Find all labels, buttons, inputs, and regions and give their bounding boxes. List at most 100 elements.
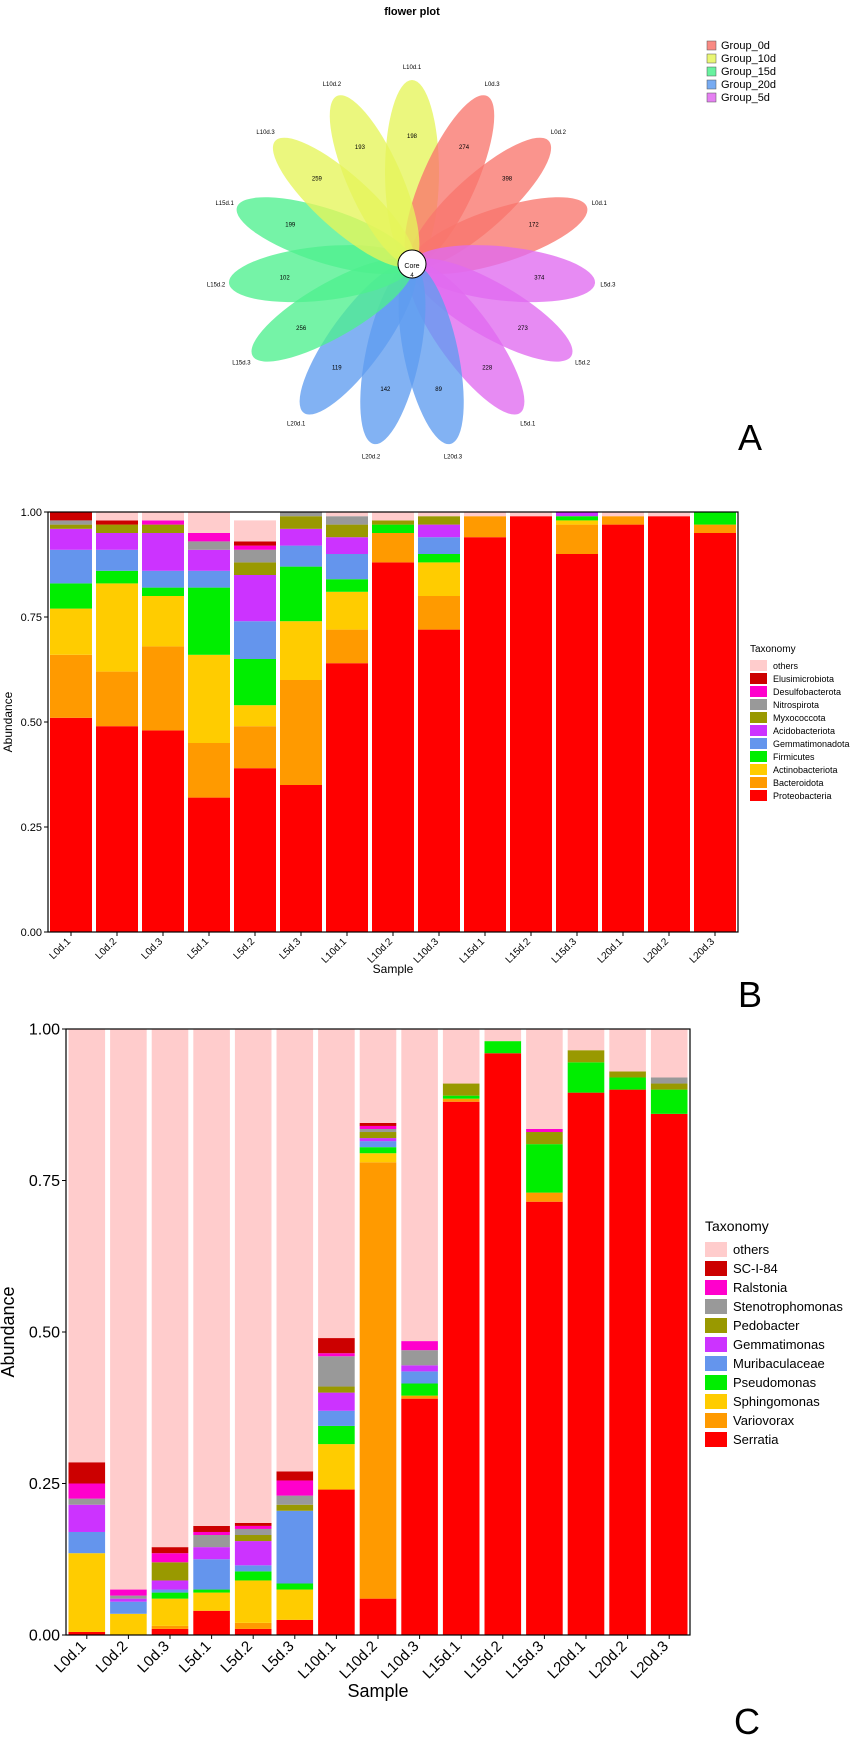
x-tick-label-l10d-1: L10d.1 — [320, 936, 350, 966]
legend-entry-pedobacter: Pedobacter — [733, 1318, 800, 1333]
bar-l0d-2-myxococcota — [96, 524, 138, 533]
legend-key-stenotrophomonas — [705, 1299, 727, 1314]
x-tick-label-l0d-3: L0d.3 — [140, 936, 166, 962]
bar-l20d-3-stenotrophomonas — [650, 1077, 688, 1084]
legend-key-gemmatimonas — [705, 1337, 727, 1352]
petal-value-l20d-3: 89 — [435, 387, 442, 393]
bar-l15d-3-ralstonia — [526, 1128, 563, 1133]
bar-l5d-3-nitrospirota — [280, 512, 322, 517]
legend-key-pseudomonas — [705, 1375, 727, 1390]
bar-l20d-1-serratia — [567, 1092, 605, 1635]
bar-l20d-3-firmicutes — [694, 512, 736, 525]
bar-l5d-2-bacteroidota — [234, 726, 276, 769]
bar-l5d-3-actinobacteriota — [280, 621, 322, 680]
x-tick-label-l15d-2: L15d.2 — [504, 936, 534, 966]
bar-l0d-2-stenotrophomonas — [110, 1595, 147, 1599]
bar-l20d-1-bacteroidota — [602, 516, 644, 525]
bar-l0d-3-bacteroidota — [142, 646, 184, 731]
legend-entry-group-15d: Group_15d — [721, 66, 776, 78]
bar-l0d-3-gemmatimonas — [151, 1580, 189, 1590]
bar-l20d-2-others — [648, 512, 690, 517]
bar-l15d-3-firmicutes — [556, 516, 598, 521]
x-tick-label-l15d-3: L15d.3 — [550, 936, 580, 966]
bar-l10d-3-bacteroidota — [418, 596, 460, 630]
bar-l0d-2-acidobacteriota — [96, 533, 138, 550]
x-tick-label-l0d-1: L0d.1 — [48, 936, 74, 962]
bar-l5d-1-stenotrophomonas — [193, 1535, 230, 1548]
bar-l5d-2-variovorax — [234, 1622, 272, 1629]
flower-petal-values: 198 274 398 172 374 273 228 89 142 119 256 102 199 25… — [280, 134, 545, 393]
bar-l5d-1-desulfobacterota — [188, 533, 230, 542]
bar-l10d-2-sphingomonas — [359, 1153, 397, 1163]
legend-entry-sc-i-84: SC-I-84 — [733, 1261, 778, 1276]
legend-key-acidobacteriota — [750, 725, 767, 736]
bar-l0d-1-muribaculaceae — [68, 1531, 106, 1554]
bar-l15d-1-proteobacteria — [464, 537, 506, 932]
bar-l5d-3-bacteroidota — [280, 680, 322, 785]
bar-l5d-1-actinobacteriota — [188, 654, 230, 743]
bar-l5d-3-pedobacter — [276, 1504, 314, 1511]
bar-l0d-3-pedobacter — [151, 1562, 189, 1581]
petal-value-l20d-2: 142 — [380, 387, 391, 393]
y-tick-label-0-50: 0.50 — [21, 717, 42, 729]
legend-entry-acidobacteriota: Acidobacteriota — [773, 726, 835, 736]
bar-l5d-2-others — [234, 1029, 272, 1523]
x-tick-label-l10d-3: L10d.3 — [412, 936, 442, 966]
panel-label-c: C — [734, 1701, 760, 1740]
bar-l10d-2-proteobacteria — [372, 562, 414, 932]
bar-l5d-2-pedobacter — [234, 1535, 272, 1542]
x-tick-label-l20d-3: L20d.3 — [688, 936, 718, 966]
bar-l0d-1-nitrospirota — [50, 520, 92, 525]
bar-l10d-3-stenotrophomonas — [401, 1350, 438, 1366]
bar-l0d-1-ralstonia — [68, 1483, 106, 1499]
bar-l5d-3-acidobacteriota — [280, 528, 322, 546]
bar-l20d-2-pedobacter — [609, 1071, 646, 1078]
legend-entry-myxococcota: Myxococcota — [773, 713, 826, 723]
petal-value-l5d-1: 228 — [482, 366, 493, 372]
bar-l0d-1-firmicutes — [50, 583, 92, 609]
flower-core — [397, 249, 427, 279]
bar-l10d-2-gemmatimonas — [359, 1138, 397, 1142]
x-tick-label-l20d-1: L20d.1 — [596, 936, 626, 966]
bar-l5d-3-others — [276, 1029, 314, 1472]
legend-entry-gemmatimonas: Gemmatimonas — [733, 1337, 825, 1352]
bar-l20d-3-others — [650, 1029, 688, 1078]
bar-l5d-3-sphingomonas — [276, 1589, 314, 1620]
legend-key-gemmatimonadota — [750, 738, 767, 749]
x-tick-label-l0d-2: L0d.2 — [93, 1638, 132, 1677]
legend-key-group-20d — [706, 79, 717, 90]
x-tick-label-l5d-3: L5d.3 — [259, 1638, 298, 1677]
bar-l10d-1-pseudomonas — [318, 1425, 355, 1445]
bar-l5d-2-nitrospirota — [234, 549, 276, 563]
bar-l0d-2-bacteroidota — [96, 671, 138, 727]
x-tick-label-l5d-1: L5d.1 — [176, 1638, 215, 1677]
bar-l20d-1-others — [602, 512, 644, 517]
legend-entry-muribaculaceae: Muribaculaceae — [733, 1356, 825, 1371]
legend-entry-group-10d: Group_10d — [721, 53, 776, 65]
x-tick-label-l10d-1: L10d.1 — [295, 1638, 339, 1682]
x-tick-label-l20d-2: L20d.2 — [586, 1638, 630, 1682]
bar-l5d-1-proteobacteria — [188, 797, 230, 932]
bar-l0d-1-elusimicrobiota — [50, 512, 92, 521]
bar-l0d-2-elusimicrobiota — [96, 520, 138, 525]
petal-l15d-1 — [236, 197, 413, 274]
legend-entry-variovorax: Variovorax — [733, 1413, 795, 1428]
bar-l20d-1-pedobacter — [567, 1050, 605, 1063]
legend-entry-sphingomonas: Sphingomonas — [733, 1394, 820, 1409]
bar-l0d-1-sphingomonas — [68, 1553, 106, 1632]
bar-l0d-3-desulfobacterota — [142, 520, 184, 525]
bar-l0d-3-firmicutes — [142, 587, 184, 596]
bar-l5d-2-sphingomonas — [234, 1580, 272, 1623]
bar-l15d-2-proteobacteria — [510, 516, 552, 932]
bar-l5d-2-firmicutes — [234, 659, 276, 706]
bar-l0d-2-others — [110, 1029, 147, 1590]
bar-l0d-3-sphingomonas — [151, 1598, 189, 1626]
bar-l5d-1-nitrospirota — [188, 541, 230, 550]
bar-l10d-1-sc-i-84 — [318, 1338, 355, 1354]
legend-key-firmicutes — [750, 751, 767, 762]
bar-l0d-1-gemmatimonadota — [50, 549, 92, 584]
flower-petals — [228, 80, 596, 445]
bar-l0d-2-firmicutes — [96, 570, 138, 584]
petal-label-l0d-3: L0d.3 — [485, 82, 501, 88]
y-tick-label-0-50: 0.50 — [29, 1325, 60, 1342]
